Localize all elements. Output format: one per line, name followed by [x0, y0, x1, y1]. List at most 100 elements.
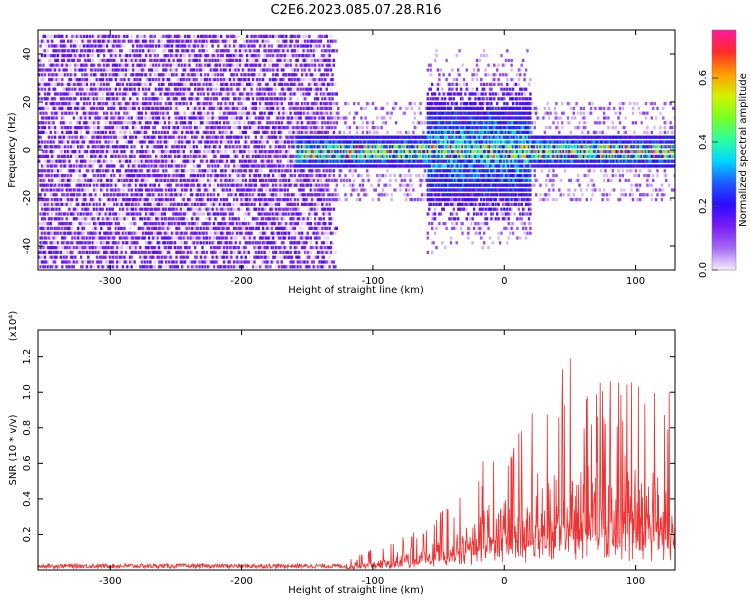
heatmap-cell [169, 44, 172, 48]
heatmap-cell [165, 34, 168, 38]
heatmap-cell [113, 73, 116, 77]
heatmap-cell [153, 164, 156, 168]
heatmap-cell [162, 111, 165, 115]
heatmap-cell [114, 226, 117, 230]
heatmap-cell [225, 198, 229, 202]
heatmap-cell [140, 174, 143, 178]
heatmap-cell [59, 222, 63, 226]
heatmap-cell [209, 126, 213, 130]
heatmap-cell [134, 68, 138, 72]
heatmap-cell [220, 92, 223, 96]
heatmap-cell [231, 126, 234, 130]
heatmap-cell [39, 231, 42, 235]
heatmap-cell [46, 202, 50, 206]
heatmap-cell [211, 255, 214, 259]
heatmap-cell [218, 106, 221, 110]
heatmap-cell [46, 82, 50, 86]
heatmap-cell [91, 92, 94, 96]
heatmap-cell [118, 164, 122, 168]
heatmap-cell [140, 178, 143, 182]
heatmap-cell [91, 198, 94, 202]
heatmap-cell [58, 63, 61, 67]
heatmap-cell [136, 63, 139, 67]
heatmap-cell [196, 102, 200, 106]
heatmap-cell [51, 159, 54, 163]
heatmap-cell [130, 236, 133, 240]
heatmap-cell [143, 202, 146, 206]
heatmap-cell [116, 97, 119, 101]
heatmap-cell [208, 260, 211, 264]
heatmap-cell [208, 78, 211, 82]
heatmap-cell [170, 207, 174, 211]
heatmap-cell [225, 39, 229, 43]
heatmap-cell [165, 140, 168, 144]
heatmap-cell [75, 217, 78, 221]
heatmap-cell [201, 135, 204, 139]
heatmap-cell [228, 178, 232, 182]
heatmap-cell [251, 78, 255, 82]
heatmap-cell [247, 222, 250, 226]
heatmap-cell [235, 145, 239, 149]
heatmap-cell [62, 236, 65, 240]
heatmap-cell [218, 231, 221, 235]
heatmap-cell [240, 231, 243, 235]
heatmap-cell [181, 188, 184, 192]
heatmap-cell [196, 44, 200, 48]
heatmap-cell [205, 130, 208, 134]
heatmap-cell [108, 39, 112, 43]
heatmap-cell [243, 260, 246, 264]
heatmap-cell [246, 92, 249, 96]
heatmap-cell [77, 164, 80, 168]
heatmap-cell [116, 255, 119, 259]
heatmap-cell [231, 193, 234, 197]
heatmap-cell [104, 241, 107, 245]
heatmap-cell [105, 193, 109, 197]
heatmap-cell [75, 246, 78, 250]
heatmap-cell [78, 106, 81, 110]
heatmap-cell [103, 217, 106, 221]
heatmap-cell [235, 135, 239, 139]
heatmap-cell [149, 121, 152, 125]
heatmap-cell [191, 198, 194, 202]
heatmap-cell [95, 140, 99, 144]
heatmap-cell [129, 174, 132, 178]
heatmap-cell [59, 150, 63, 154]
heatmap-cell [52, 241, 55, 245]
heatmap-cell [66, 34, 70, 38]
heatmap-cell [111, 54, 115, 58]
heatmap-cell [53, 241, 57, 245]
heatmap-cell [224, 183, 227, 187]
heatmap-cell [87, 111, 90, 115]
heatmap-cell [207, 174, 210, 178]
heatmap-cell [250, 202, 253, 206]
heatmap-cell [120, 188, 123, 192]
heatmap-cell [231, 178, 234, 182]
heatmap-cell [251, 102, 255, 106]
heatmap-cell [88, 217, 91, 221]
heatmap-cell [118, 39, 122, 43]
heatmap-cell [139, 265, 142, 269]
heatmap-cell [62, 154, 65, 158]
heatmap-cell [157, 188, 161, 192]
heatmap-cell [49, 236, 52, 240]
heatmap-cell [130, 265, 133, 269]
heatmap-cell [42, 97, 45, 101]
heatmap-cell [230, 241, 233, 245]
heatmap-cell [162, 126, 165, 130]
heatmap-cell [248, 164, 252, 168]
heatmap-cell [196, 106, 200, 110]
heatmap-cell [162, 49, 165, 53]
heatmap-cell [78, 68, 81, 72]
heatmap-cell [207, 140, 210, 144]
heatmap-cell [222, 126, 226, 130]
heatmap-cell [212, 188, 216, 192]
heatmap-cell [136, 34, 139, 38]
heatmap-cell [100, 97, 103, 101]
heatmap-cell [94, 73, 97, 77]
heatmap-cell [150, 116, 154, 120]
heatmap-cell [172, 164, 175, 168]
heatmap-cell [46, 73, 50, 77]
heatmap-cell [133, 54, 136, 58]
heatmap-cell [224, 188, 227, 192]
heatmap-cell [234, 241, 237, 245]
